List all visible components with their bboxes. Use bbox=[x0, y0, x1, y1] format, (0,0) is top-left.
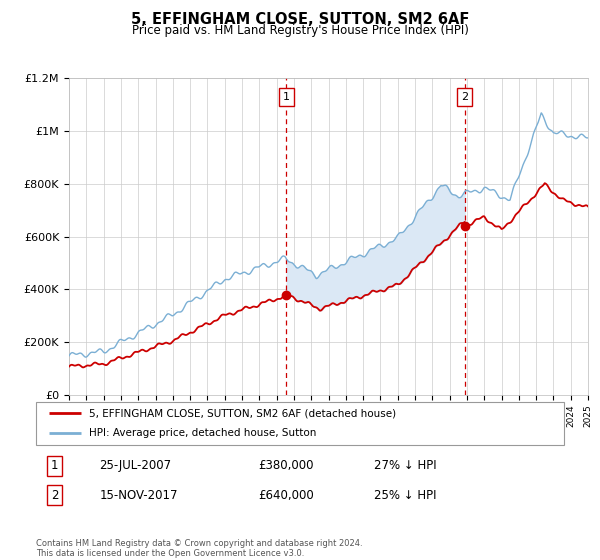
Text: 1: 1 bbox=[51, 459, 58, 472]
Text: 5, EFFINGHAM CLOSE, SUTTON, SM2 6AF (detached house): 5, EFFINGHAM CLOSE, SUTTON, SM2 6AF (det… bbox=[89, 408, 396, 418]
Text: 5, EFFINGHAM CLOSE, SUTTON, SM2 6AF: 5, EFFINGHAM CLOSE, SUTTON, SM2 6AF bbox=[131, 12, 469, 27]
Text: 15-NOV-2017: 15-NOV-2017 bbox=[100, 489, 178, 502]
Text: £640,000: £640,000 bbox=[258, 489, 314, 502]
Text: 1: 1 bbox=[283, 92, 290, 102]
Text: 25-JUL-2007: 25-JUL-2007 bbox=[100, 459, 172, 472]
Text: 2: 2 bbox=[51, 489, 58, 502]
Text: Contains HM Land Registry data © Crown copyright and database right 2024.
This d: Contains HM Land Registry data © Crown c… bbox=[36, 539, 362, 558]
Text: 27% ↓ HPI: 27% ↓ HPI bbox=[374, 459, 437, 472]
Text: Price paid vs. HM Land Registry's House Price Index (HPI): Price paid vs. HM Land Registry's House … bbox=[131, 24, 469, 37]
Text: £380,000: £380,000 bbox=[258, 459, 313, 472]
Text: 25% ↓ HPI: 25% ↓ HPI bbox=[374, 489, 436, 502]
Text: 2: 2 bbox=[461, 92, 468, 102]
Text: HPI: Average price, detached house, Sutton: HPI: Average price, detached house, Sutt… bbox=[89, 428, 316, 438]
